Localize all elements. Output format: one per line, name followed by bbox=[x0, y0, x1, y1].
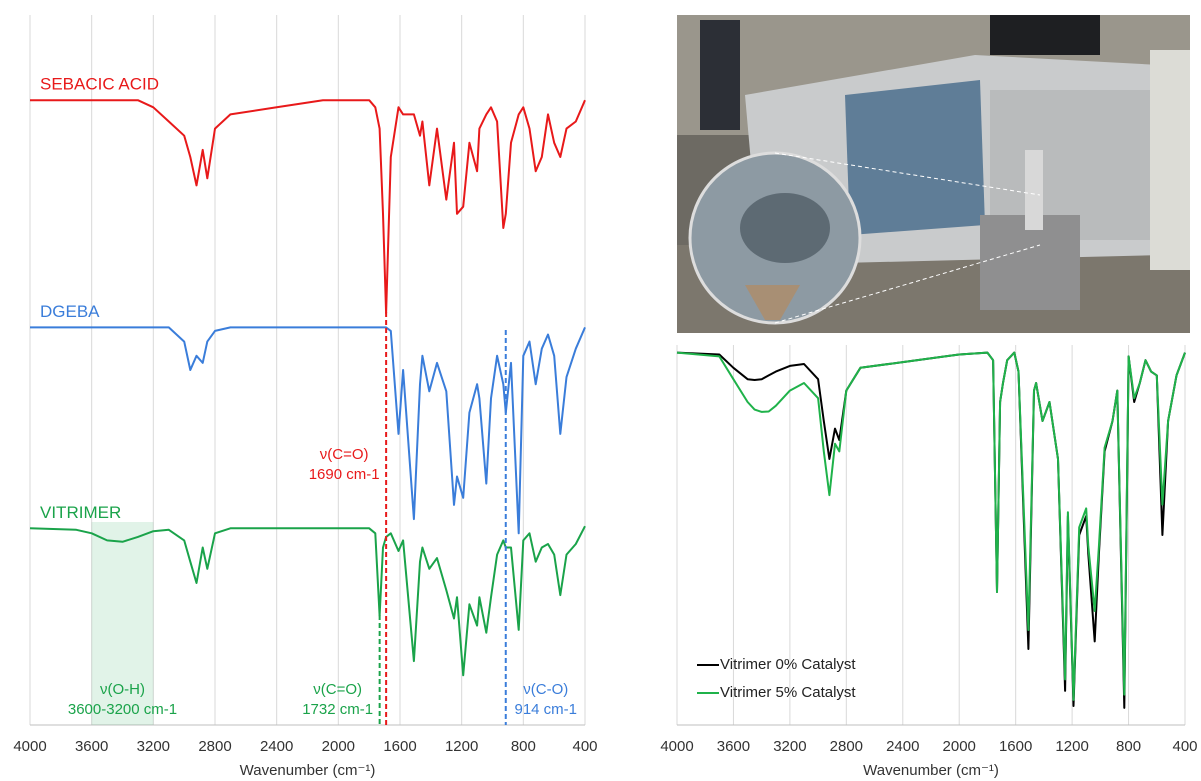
x-tick-label: 3600 bbox=[75, 738, 108, 755]
annotation-label: ν(C=O) bbox=[320, 446, 369, 463]
x-tick-label: 1200 bbox=[445, 738, 478, 755]
photo-device bbox=[990, 15, 1100, 55]
photo-inset-guide bbox=[774, 152, 1041, 196]
series-label: DGEBA bbox=[40, 302, 100, 321]
x-tick-label: 400 bbox=[572, 738, 597, 755]
photo-inset-tip bbox=[745, 285, 800, 320]
legend-label: Vitrimer 0% Catalyst bbox=[720, 656, 856, 673]
x-tick-label: 1200 bbox=[1055, 738, 1088, 755]
x-tick-label: 1600 bbox=[999, 738, 1032, 755]
series-label: VITRIMER bbox=[40, 503, 121, 522]
spectrum-line bbox=[676, 351, 1186, 709]
x-axis-title: Wavenumber (cm⁻¹) bbox=[240, 762, 376, 779]
legend-label: Vitrimer 5% Catalyst bbox=[720, 684, 856, 701]
photo bbox=[677, 15, 1190, 333]
x-tick-label: 3200 bbox=[773, 738, 806, 755]
annotation-label: ν(C=O) bbox=[313, 681, 362, 698]
x-tick-label: 2400 bbox=[886, 738, 919, 755]
photo-atr-arm bbox=[1025, 150, 1043, 230]
x-tick-label: 2800 bbox=[198, 738, 231, 755]
span-label: ν(O-H) bbox=[100, 681, 145, 698]
x-tick-label: 2000 bbox=[322, 738, 355, 755]
x-axis-title: Wavenumber (cm⁻¹) bbox=[863, 762, 999, 779]
photo-blue-panel bbox=[845, 80, 985, 235]
highlight-span bbox=[91, 522, 154, 725]
photo-monitor bbox=[700, 20, 740, 130]
x-tick-label: 800 bbox=[1116, 738, 1141, 755]
x-tick-label: 3200 bbox=[137, 738, 170, 755]
x-tick-label: 1600 bbox=[383, 738, 416, 755]
x-tick-label: 4000 bbox=[660, 738, 693, 755]
x-tick-label: 800 bbox=[511, 738, 536, 755]
annotation-label: 914 cm-1 bbox=[514, 701, 577, 718]
series-label: SEBACIC ACID bbox=[40, 75, 159, 94]
x-tick-label: 2800 bbox=[830, 738, 863, 755]
photo-atr bbox=[980, 215, 1080, 310]
span-label: 3600-3200 cm-1 bbox=[68, 701, 177, 718]
spectrum-line bbox=[30, 99, 586, 315]
x-tick-label: 3600 bbox=[717, 738, 750, 755]
spectrum-line bbox=[30, 326, 586, 535]
x-tick-label: 2400 bbox=[260, 738, 293, 755]
annotation-label: 1732 cm-1 bbox=[302, 701, 373, 718]
x-tick-label: 2000 bbox=[943, 738, 976, 755]
annotation-label: ν(C-O) bbox=[523, 681, 568, 698]
x-tick-label: 4000 bbox=[13, 738, 46, 755]
spectrum-line bbox=[29, 525, 586, 677]
x-tick-label: 400 bbox=[1172, 738, 1197, 755]
annotation-label: 1690 cm-1 bbox=[309, 466, 380, 483]
spectrum-line bbox=[676, 351, 1186, 701]
photo-inset-disc bbox=[740, 193, 830, 263]
photo-right-object bbox=[1150, 50, 1190, 270]
